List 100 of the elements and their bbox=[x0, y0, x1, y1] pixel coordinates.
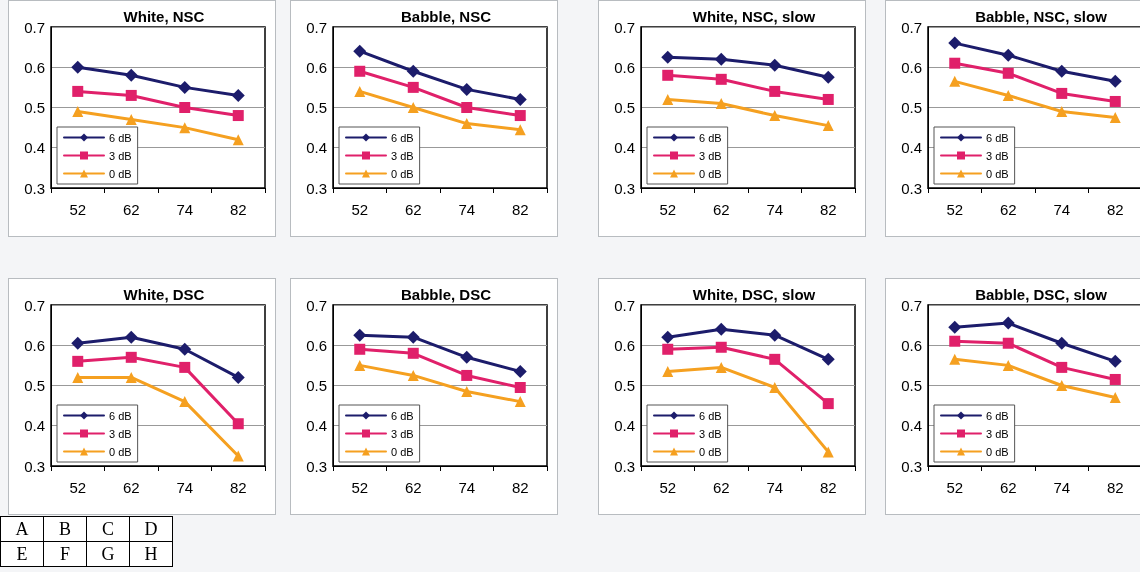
y-tick-label: 0.3 bbox=[614, 457, 635, 475]
legend-label: 0 dB bbox=[109, 167, 132, 180]
x-tick-label: 52 bbox=[659, 479, 677, 496]
point bbox=[822, 93, 834, 105]
x-tick-label: 82 bbox=[229, 201, 247, 218]
point bbox=[949, 335, 961, 347]
point bbox=[1001, 48, 1015, 62]
point bbox=[178, 342, 192, 356]
y-tick-label: 0.7 bbox=[614, 296, 635, 314]
point bbox=[714, 52, 728, 66]
y-tick-label: 0.4 bbox=[24, 139, 45, 157]
x-tick-label: 52 bbox=[69, 479, 87, 496]
point bbox=[661, 330, 675, 344]
point bbox=[407, 81, 419, 93]
point bbox=[769, 110, 781, 122]
point bbox=[1002, 337, 1014, 349]
x-tick-label: 62 bbox=[999, 479, 1017, 496]
point bbox=[461, 102, 473, 113]
point bbox=[949, 75, 961, 87]
point bbox=[125, 89, 137, 101]
x-tick-label: 62 bbox=[404, 201, 422, 218]
y-tick-label: 0.6 bbox=[306, 58, 327, 76]
point bbox=[406, 64, 420, 78]
x-tick-label: 52 bbox=[351, 201, 369, 218]
x-tick-label: 52 bbox=[351, 479, 369, 496]
legend-label: 3 dB bbox=[109, 149, 132, 162]
point bbox=[178, 80, 192, 94]
chart-title: Babble, NSC, slow bbox=[975, 8, 1108, 25]
point bbox=[124, 330, 138, 344]
legend-label: 3 dB bbox=[109, 427, 132, 440]
point bbox=[1002, 359, 1014, 371]
point bbox=[461, 386, 473, 398]
x-tick-label: 82 bbox=[511, 201, 529, 218]
y-tick-label: 0.4 bbox=[901, 417, 922, 435]
y-tick-label: 0.7 bbox=[24, 18, 45, 36]
y-tick-label: 0.6 bbox=[901, 336, 922, 354]
x-tick-label: 74 bbox=[766, 479, 784, 496]
point bbox=[71, 336, 85, 350]
point bbox=[72, 355, 84, 367]
text: E bbox=[0, 541, 44, 567]
point bbox=[231, 370, 245, 384]
y-tick-label: 0.6 bbox=[24, 336, 45, 354]
legend-label: 0 dB bbox=[391, 167, 414, 180]
point bbox=[768, 328, 782, 342]
point bbox=[232, 134, 244, 146]
point bbox=[124, 68, 138, 82]
point bbox=[769, 85, 781, 97]
chart-title: Babble, DSC, slow bbox=[975, 286, 1108, 303]
point bbox=[715, 97, 727, 109]
point bbox=[662, 93, 674, 105]
point bbox=[460, 350, 474, 364]
text: F bbox=[43, 541, 87, 567]
legend-label: 6 dB bbox=[699, 131, 722, 144]
point bbox=[406, 330, 420, 344]
legend-label: 6 dB bbox=[109, 409, 132, 422]
point bbox=[514, 382, 526, 394]
point bbox=[513, 92, 527, 106]
y-tick-label: 0.3 bbox=[24, 457, 45, 475]
y-tick-label: 0.6 bbox=[901, 58, 922, 76]
point bbox=[1056, 106, 1068, 118]
point bbox=[125, 114, 137, 126]
y-tick-label: 0.4 bbox=[901, 139, 922, 157]
x-tick-label: 74 bbox=[766, 201, 784, 218]
point bbox=[125, 351, 137, 363]
y-tick-label: 0.6 bbox=[306, 336, 327, 354]
point bbox=[514, 396, 526, 408]
y-tick-label: 0.3 bbox=[901, 457, 922, 475]
legend-label: 0 dB bbox=[699, 167, 722, 180]
text: A bbox=[0, 516, 44, 542]
x-tick-label: 82 bbox=[819, 479, 837, 496]
point bbox=[1108, 74, 1122, 88]
chart-title: White, NSC, slow bbox=[692, 8, 816, 25]
point bbox=[460, 82, 474, 96]
point bbox=[822, 398, 834, 410]
point bbox=[71, 60, 85, 74]
point bbox=[72, 106, 84, 118]
legend-label: 6 dB bbox=[986, 409, 1009, 422]
x-tick-label: 62 bbox=[122, 479, 140, 496]
x-tick-label: 74 bbox=[1053, 479, 1071, 496]
chart-title: White, NSC bbox=[123, 8, 205, 25]
y-tick-label: 0.3 bbox=[24, 179, 45, 197]
point bbox=[822, 120, 834, 132]
legend-label: 6 dB bbox=[699, 409, 722, 422]
point bbox=[1056, 87, 1068, 99]
point bbox=[461, 369, 473, 381]
point bbox=[662, 365, 674, 377]
legend-label: 0 dB bbox=[391, 445, 414, 458]
y-tick-label: 0.5 bbox=[306, 377, 327, 394]
legend-label: 3 dB bbox=[986, 149, 1009, 162]
y-tick-label: 0.3 bbox=[901, 179, 922, 197]
legend-label: 0 dB bbox=[109, 445, 132, 458]
y-tick-label: 0.4 bbox=[306, 417, 327, 435]
x-tick-label: 62 bbox=[999, 201, 1017, 218]
legend-label: 3 dB bbox=[986, 427, 1009, 440]
point bbox=[821, 352, 835, 366]
y-tick-label: 0.3 bbox=[306, 457, 327, 475]
text: B bbox=[43, 516, 87, 542]
y-tick-label: 0.5 bbox=[306, 99, 327, 116]
point bbox=[179, 102, 191, 113]
text: G bbox=[86, 541, 130, 567]
